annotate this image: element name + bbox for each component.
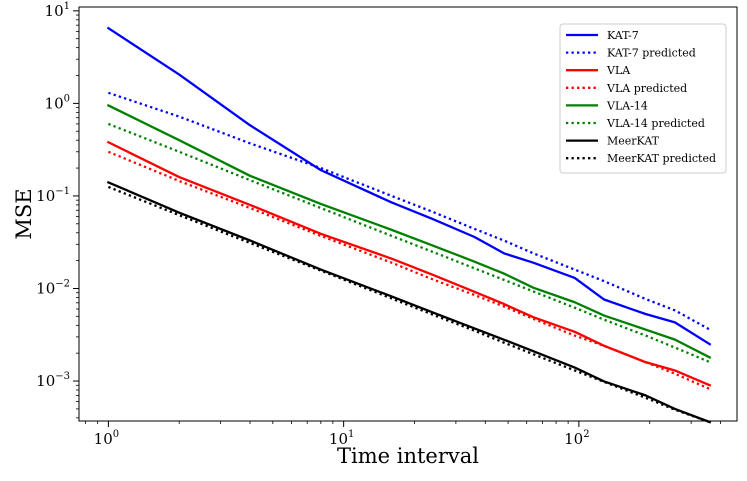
series-line-vla [106, 140, 712, 387]
x-axis-label: Time interval [337, 444, 479, 468]
y-tick-label: 10−3 [36, 371, 70, 390]
legend: KAT-7 KAT-7 predicted VLA VLA predicted VLA-… [559, 23, 727, 174]
series-line-vla-14-predicted [107, 122, 711, 364]
series-line-meerkat [106, 180, 712, 424]
x-tick-label: 102 [564, 429, 589, 448]
legend-label: KAT-7 predicted [607, 47, 696, 60]
plot-area [106, 26, 712, 424]
y-axis-label: MSE [12, 188, 36, 239]
y-tick-label: 100 [45, 93, 70, 112]
series-line-kat-7 [106, 26, 712, 346]
legend-label: KAT-7 [607, 29, 639, 42]
x-tick-label: 101 [329, 429, 354, 448]
legend-label: MeerKAT predicted [607, 152, 716, 165]
legend-label: VLA [606, 64, 631, 77]
x-tick-label: 100 [94, 429, 119, 448]
legend-label: VLA-14 predicted [606, 117, 705, 130]
legend-label: VLA-14 [606, 99, 648, 112]
legend-label: MeerKAT [607, 135, 660, 148]
y-tick-label: 10−1 [36, 186, 70, 205]
series-line-kat-7-predicted [108, 91, 711, 331]
series-line-meerkat-predicted [107, 185, 711, 424]
legend-frame [559, 23, 727, 174]
legend-label: VLA predicted [606, 82, 687, 95]
y-tick-label: 10−2 [36, 278, 70, 297]
series-line-vla-14 [106, 103, 712, 359]
axes-frame [78, 6, 738, 422]
series-line-vla-predicted [107, 150, 711, 391]
y-tick-label: 101 [45, 1, 70, 20]
